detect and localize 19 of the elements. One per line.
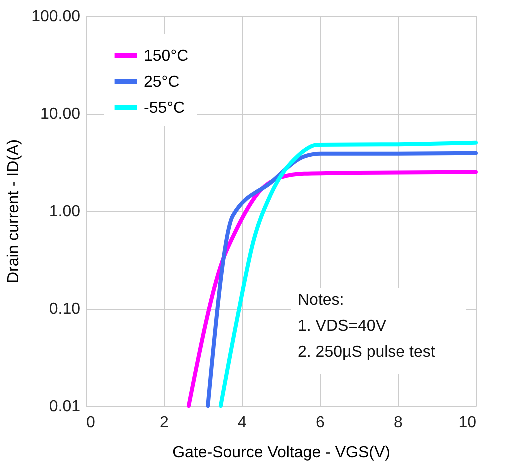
x-tick-label: 6 <box>316 414 326 432</box>
x-tick-label: 2 <box>160 414 170 432</box>
legend-label: 150°C <box>144 48 189 65</box>
x-tick-label: 4 <box>238 414 248 432</box>
y-tick-label: 0.10 <box>49 301 81 318</box>
x-axis-title: Gate-Source Voltage - VGS(V) <box>172 444 390 462</box>
y-axis-title: Drain current - ID(A) <box>6 139 23 284</box>
annotation: Notes: <box>298 292 344 309</box>
x-tick-label: 0 <box>86 414 96 432</box>
legend-label: -55°C <box>144 100 186 117</box>
annotation: 2. 250µS pulse test <box>298 344 436 361</box>
y-tick-label: 10.00 <box>40 106 81 123</box>
y-tick-label: 100.00 <box>32 8 81 26</box>
y-tick-label: 0.01 <box>49 398 81 416</box>
y-tick-label: 1.00 <box>49 204 81 220</box>
x-tick-label: 10 <box>458 414 477 432</box>
annotation: 1. VDS=40V <box>298 318 387 335</box>
legend-label: 25°C <box>144 74 180 91</box>
x-tick-label: 8 <box>394 414 404 432</box>
